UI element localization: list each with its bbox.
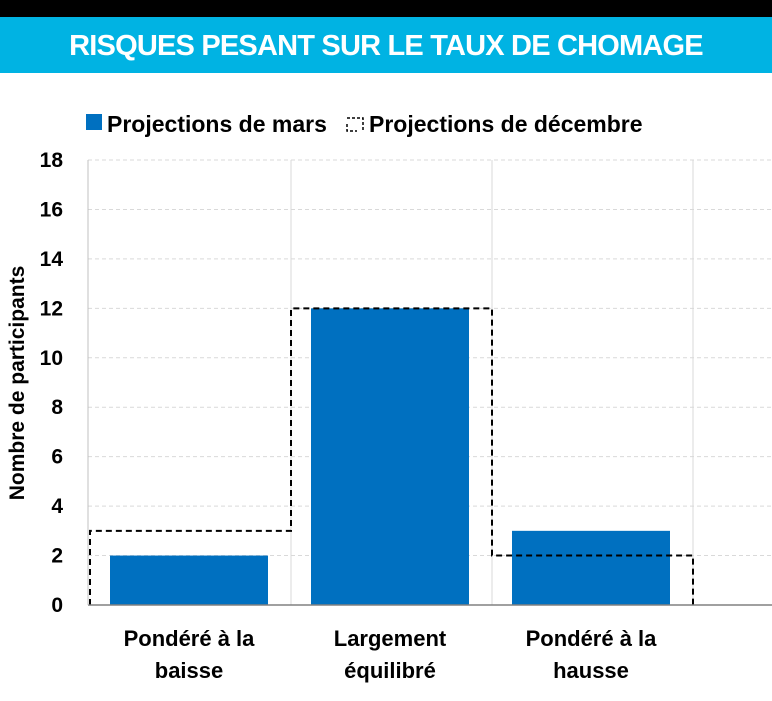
gridlines xyxy=(88,159,772,605)
top-rule xyxy=(0,0,772,17)
december-outlines xyxy=(89,307,694,605)
category-label-line2: équilibré xyxy=(344,658,436,683)
axes xyxy=(87,160,772,606)
category-label-line2: baisse xyxy=(155,658,224,683)
y-axis-label: Nombre de participants xyxy=(6,266,29,501)
category-label-line1: Pondéré à la xyxy=(526,626,658,651)
y-tick-label: 14 xyxy=(40,248,64,271)
y-tick-label: 6 xyxy=(51,446,63,469)
series-decembre-outline xyxy=(89,307,694,605)
legend-swatch-mars xyxy=(86,114,102,130)
bars xyxy=(110,308,670,605)
bar-mars-2 xyxy=(311,308,469,605)
y-tick-label: 0 xyxy=(51,594,63,617)
category-label-line1: Largement xyxy=(334,626,447,651)
bar-mars-1 xyxy=(110,555,268,605)
chart-title: RISQUES PESANT SUR LE TAUX DE CHOMAGE xyxy=(0,17,772,73)
category-labels: Pondéré à la baisse Largement équilibré Pond… xyxy=(124,626,658,683)
y-tick-label: 8 xyxy=(51,396,63,419)
legend-label-mars: Projections de mars xyxy=(107,111,327,137)
legend-swatch-decembre xyxy=(346,117,364,132)
y-tick-label: 16 xyxy=(40,198,63,221)
bar-mars-3 xyxy=(512,530,670,605)
y-tick-label: 4 xyxy=(51,495,63,518)
y-tick-label: 2 xyxy=(51,545,63,568)
y-tick-label: 18 xyxy=(40,149,64,172)
category-label-line2: hausse xyxy=(553,658,629,683)
legend-label-decembre: Projections de décembre xyxy=(369,111,643,137)
y-tick-label: 12 xyxy=(40,297,63,320)
category-label-line1: Pondéré à la xyxy=(124,626,256,651)
legend: Projections de mars Projections de décem… xyxy=(86,111,643,137)
y-tick-labels: 0 2 4 6 8 10 12 14 16 18 xyxy=(40,149,64,617)
y-tick-label: 10 xyxy=(40,347,63,370)
